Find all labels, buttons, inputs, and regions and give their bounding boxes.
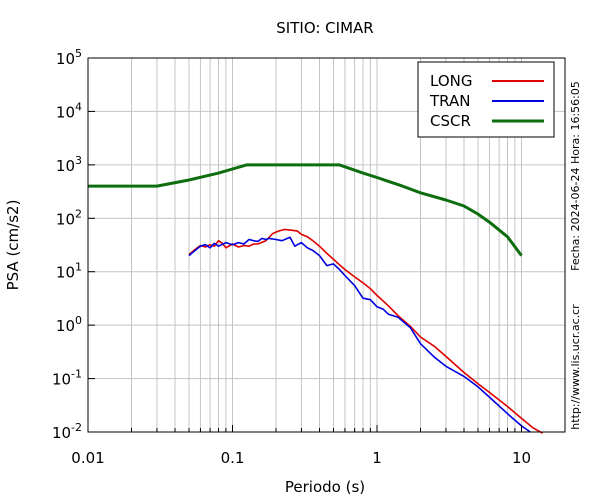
grid — [87, 57, 566, 433]
y-tick-label: 10-2 — [52, 421, 82, 442]
series-group — [88, 163, 543, 434]
legend-label-tran: TRAN — [429, 92, 470, 110]
y-tick-label: 10-1 — [52, 368, 82, 389]
y-axis-label: PSA (cm/s2) — [4, 200, 22, 291]
y-tick-label: 100 — [56, 314, 82, 335]
url-annotation: http://www.lis.ucr.ac.cr — [569, 304, 582, 430]
x-tick-label: 0.01 — [71, 449, 104, 467]
y-tick-label: 102 — [56, 207, 82, 228]
x-axis-label: Periodo (s) — [285, 478, 365, 496]
legend-label-cscr: CSCR — [430, 112, 471, 130]
x-tick-label: 0.1 — [221, 449, 245, 467]
y-tick-label: 104 — [56, 100, 82, 121]
legend-label-long: LONG — [430, 72, 472, 90]
y-tick-label: 105 — [56, 47, 82, 68]
x-tick-label: 10 — [512, 449, 531, 467]
plot-frame — [87, 57, 566, 433]
y-tick-label: 103 — [56, 154, 82, 175]
y-tick-label: 101 — [56, 261, 82, 282]
legend: LONG TRAN CSCR — [417, 61, 555, 138]
x-axis-ticks: 0.01 0.1 1 10 — [71, 425, 566, 467]
series-line-cscr — [88, 163, 523, 257]
y-axis-ticks: 10-2 10-1 100 101 102 103 104 105 — [52, 47, 95, 442]
chart-title: SITIO: CIMAR — [276, 19, 373, 37]
x-tick-label: 1 — [372, 449, 382, 467]
series-line-long — [188, 228, 543, 434]
date-annotation: Fecha: 2024-06-24 Hora: 16:56:05 — [569, 81, 582, 271]
series-line-tran — [188, 236, 531, 433]
legend-box — [417, 61, 555, 138]
